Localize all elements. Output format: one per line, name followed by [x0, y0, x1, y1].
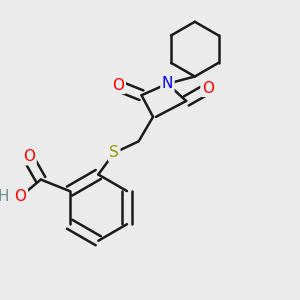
Text: O: O [202, 80, 214, 95]
Text: S: S [109, 146, 119, 160]
Text: H: H [0, 189, 9, 204]
Text: O: O [15, 189, 27, 204]
Text: O: O [23, 149, 35, 164]
Text: O: O [112, 78, 124, 93]
Text: N: N [162, 76, 173, 91]
